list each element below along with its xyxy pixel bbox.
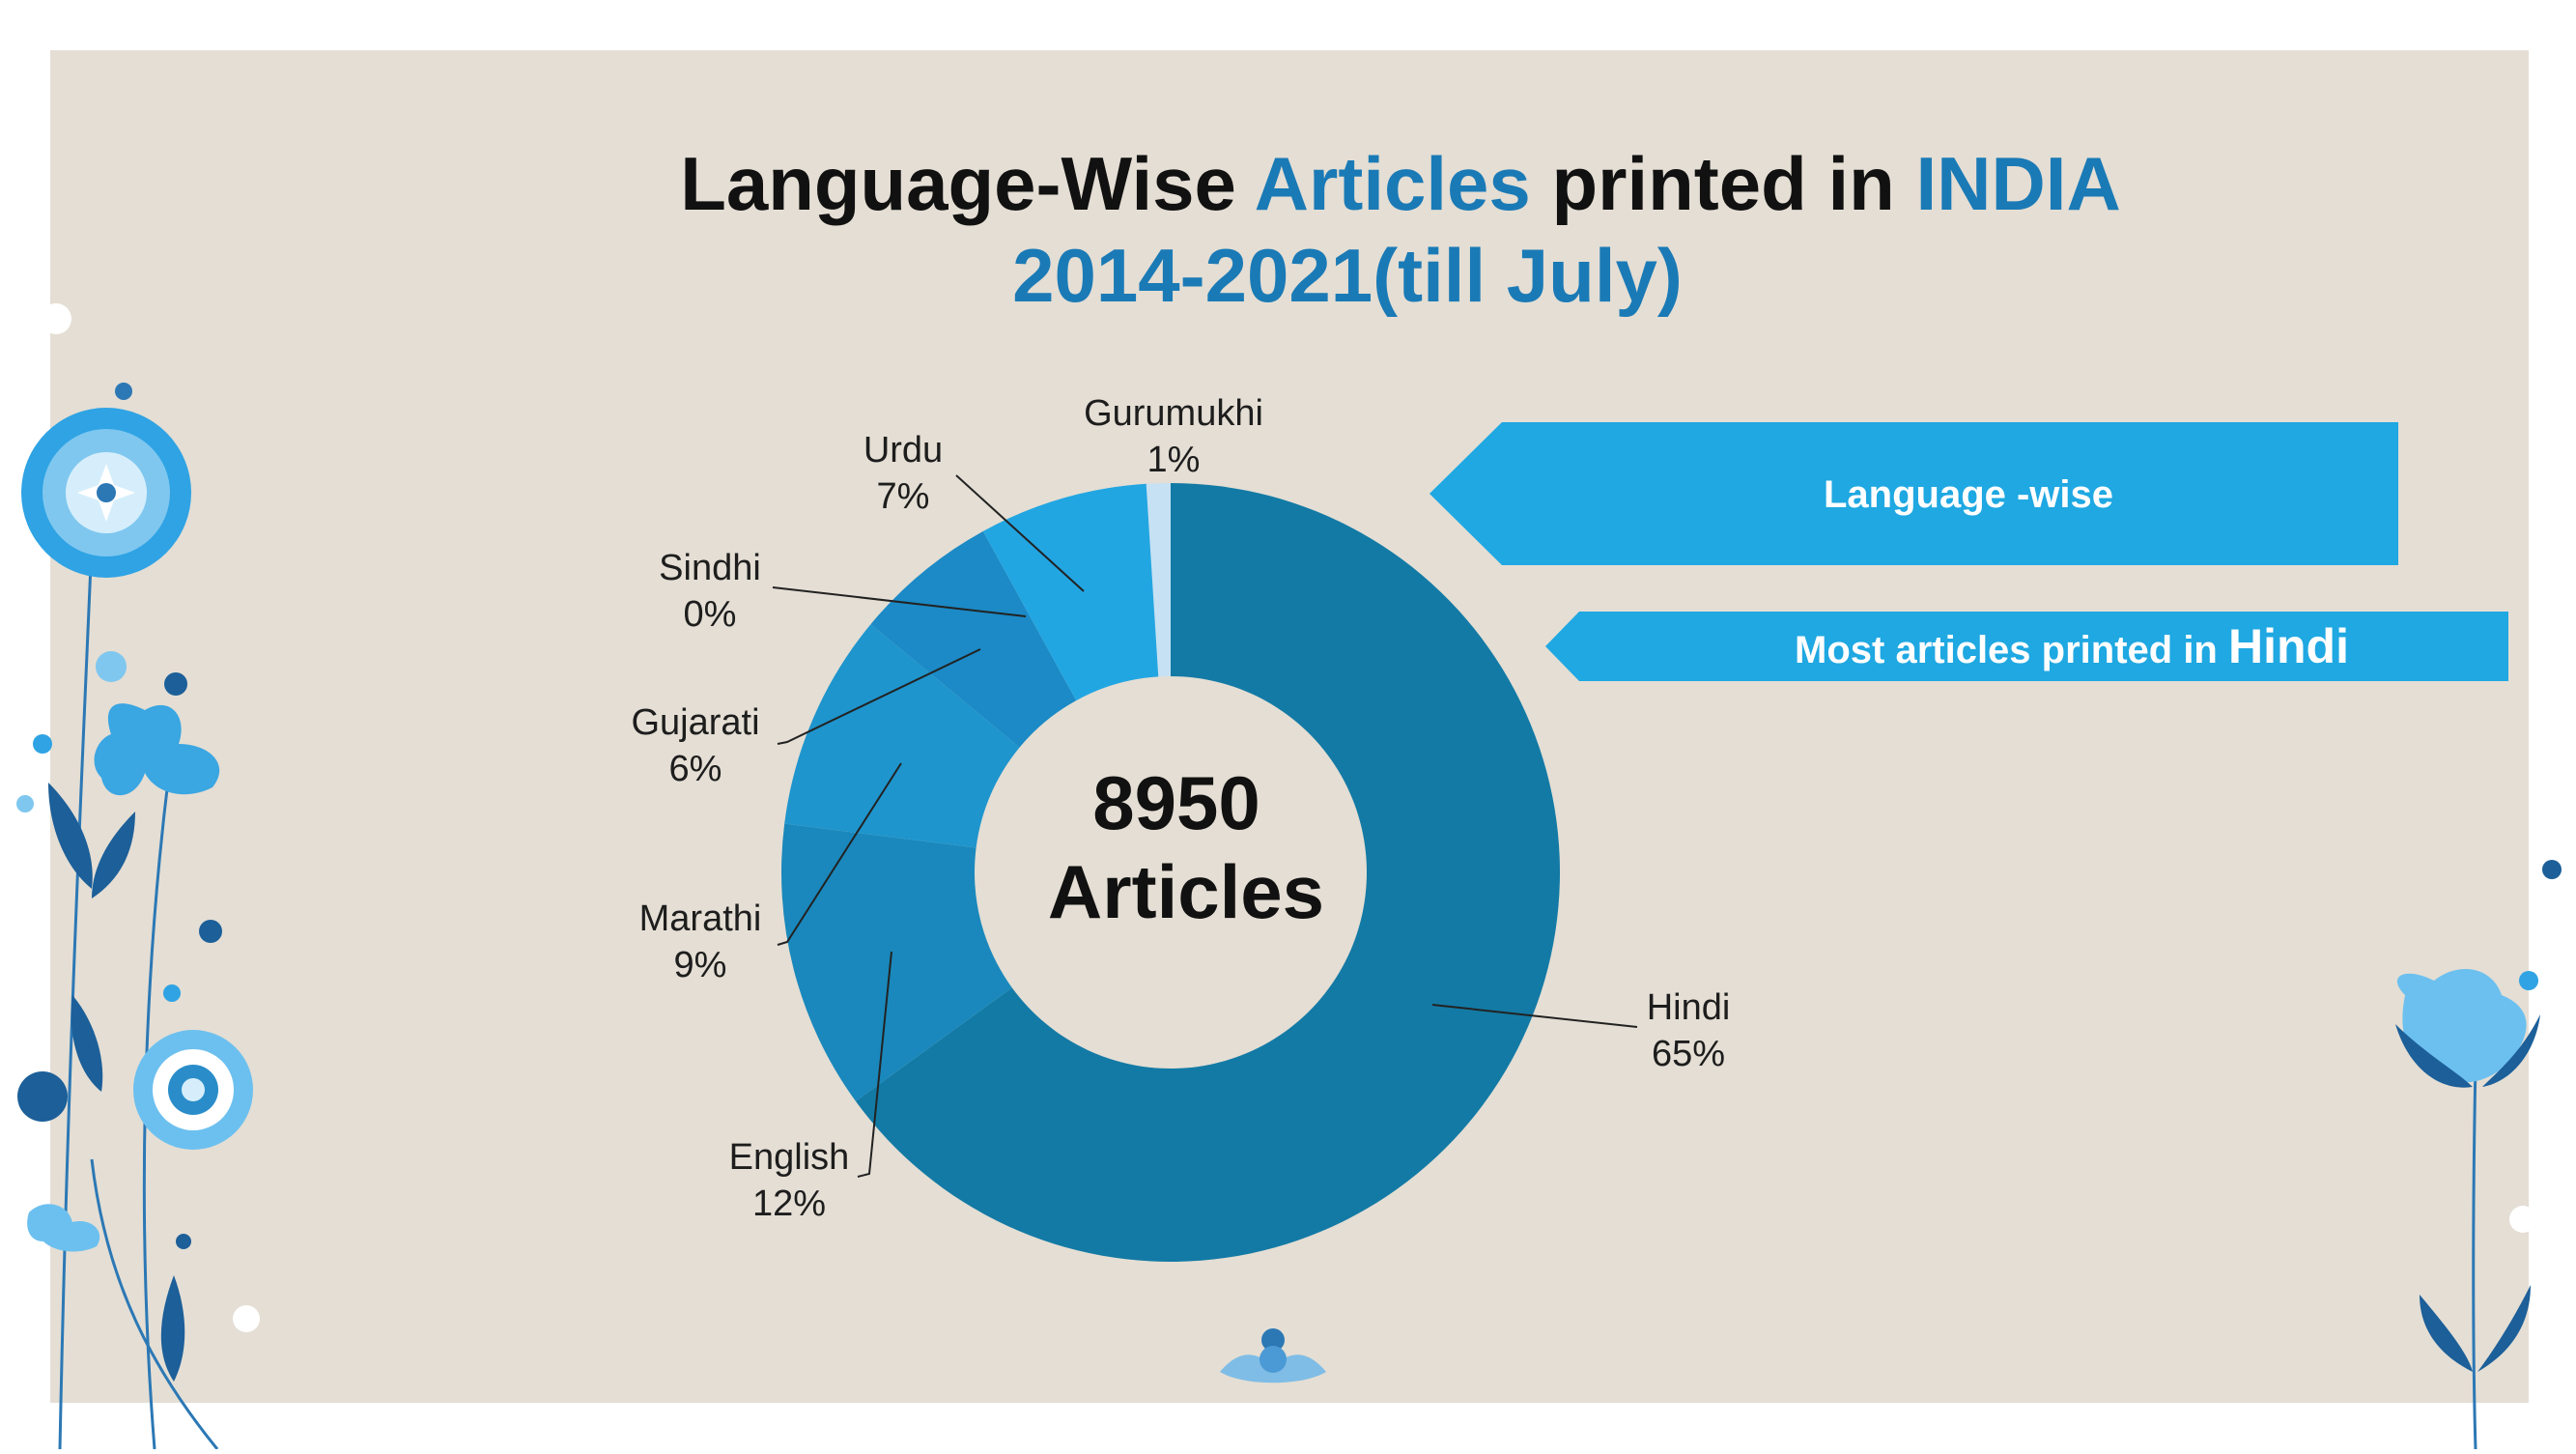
slice-label-gurumukhi: Gurumukhi: [1084, 393, 1263, 434]
leaf-icon: [48, 783, 93, 889]
dot-icon: [96, 651, 127, 682]
title-part-1: Language-Wise: [680, 141, 1254, 226]
leaf-icon: [2482, 1014, 2540, 1087]
banner-most-hindi-text: Most articles printed in Hindi: [1795, 619, 2349, 673]
leader-line-english: [857, 951, 892, 1178]
decor-flowers-right: [2395, 860, 2562, 1450]
flower-stem: [90, 1158, 219, 1450]
banner-most-hindi-emph: Hindi: [2228, 619, 2349, 673]
slice-label-sindhi: Sindhi: [659, 548, 761, 588]
dot-icon: [2519, 971, 2538, 990]
slice-label-english: English: [729, 1137, 850, 1178]
leaf-icon: [2477, 1285, 2531, 1372]
title-part-3: printed in: [1531, 141, 1916, 226]
dot-icon: [233, 1305, 260, 1332]
leader-line-sindhi: [772, 586, 1027, 617]
slide-title: Language-Wise Articles printed in INDIA: [680, 141, 2121, 226]
dot-icon: [164, 672, 187, 696]
tulip-icon: [27, 1204, 100, 1252]
slice-label-marathi: Marathi: [639, 898, 762, 939]
banner-most-hindi: [1545, 612, 2508, 681]
slice-hindi: [855, 483, 1560, 1262]
leader-line-hindi: [1431, 1004, 1638, 1028]
leaf-icon: [71, 995, 103, 1092]
slice-percent-gujarati: 6%: [669, 749, 722, 789]
slice-label-gujarati: Gujarati: [631, 702, 759, 743]
logo-icon: [1220, 1328, 1326, 1383]
slice-gujarati: [870, 530, 1077, 748]
leader-line-urdu: [955, 474, 1085, 592]
leader-line-marathi: [777, 762, 902, 946]
slice-percent-gurumukhi: 1%: [1147, 440, 1201, 480]
slide-subtitle: 2014-2021(till July): [1012, 233, 1683, 318]
banner-language-wise: [1430, 422, 2398, 565]
slice-percent-urdu: 7%: [877, 476, 930, 517]
banner-language-wise-text: Language -wise: [1824, 473, 2113, 516]
center-label: Articles: [1048, 849, 1324, 934]
dot-icon: [17, 1071, 68, 1122]
dot-icon: [2542, 860, 2562, 879]
leader-line-gujarati: [777, 648, 981, 745]
donut-chart: [781, 483, 1560, 1262]
dot-icon: [115, 383, 132, 400]
dot-icon: [163, 984, 181, 1002]
slice-percent-english: 12%: [752, 1183, 826, 1224]
slice-percent-marathi: 9%: [674, 945, 727, 985]
slice-urdu: [982, 483, 1159, 701]
dot-icon: [33, 734, 52, 754]
slice-percent-hindi: 65%: [1652, 1034, 1725, 1074]
slice-labels: Gurumukhi 1% Hindi 65% English 12% Marathi 9% Gu…: [631, 393, 1730, 1224]
title-part-2: Articles: [1255, 141, 1531, 226]
dot-icon: [41, 303, 71, 334]
flower-stem: [2472, 1062, 2477, 1450]
center-number: 8950: [1092, 760, 1260, 845]
slice-label-urdu: Urdu: [863, 430, 943, 470]
flower-stem: [58, 540, 94, 1450]
slice-gurumukhi: [1146, 483, 1171, 677]
slice-percent-sindhi: 0%: [684, 594, 737, 635]
flower-icon: [21, 408, 191, 578]
dot-icon: [199, 920, 222, 943]
banner-most-hindi-prefix: Most articles printed in: [1795, 629, 2228, 671]
dot-icon: [176, 1234, 191, 1249]
leader-lines: [772, 474, 1638, 1178]
leaf-icon: [2420, 1295, 2473, 1372]
slice-label-hindi: Hindi: [1647, 987, 1731, 1028]
dot-icon: [2509, 1206, 2536, 1233]
leaf-icon: [160, 1275, 185, 1382]
flower-icon: [133, 1030, 253, 1150]
dot-icon: [16, 795, 34, 813]
slice-marathi: [784, 624, 1020, 848]
title-part-4: INDIA: [1915, 141, 2120, 226]
leaf-icon: [92, 812, 135, 898]
leaf-icon: [2395, 1024, 2473, 1088]
tulip-icon: [94, 703, 220, 796]
decor-flowers-left: [16, 303, 260, 1450]
slice-english: [781, 823, 1012, 1101]
